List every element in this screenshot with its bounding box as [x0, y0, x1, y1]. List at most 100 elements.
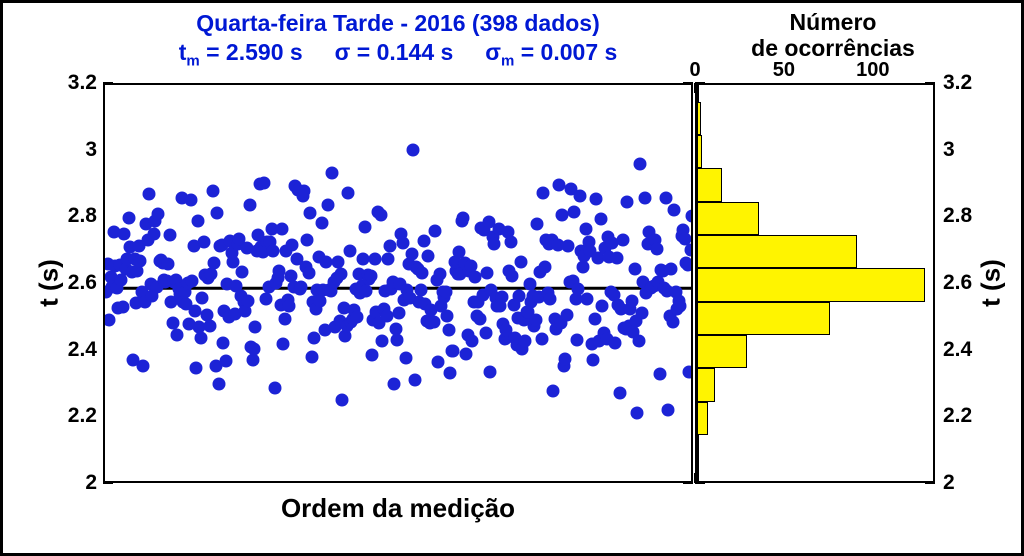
scatter-point: [203, 320, 216, 333]
scatter-point: [122, 212, 135, 225]
histogram-bar: [697, 102, 701, 135]
scatter-point: [457, 212, 470, 225]
histogram-inner: [697, 85, 933, 481]
scatter-point: [258, 176, 271, 189]
scatter-point: [342, 186, 355, 199]
histogram-bar: [697, 268, 925, 301]
scatter-point: [304, 206, 317, 219]
scatter-point: [634, 158, 647, 171]
ytick-left: 2: [37, 471, 97, 495]
scatter-point: [684, 243, 691, 256]
scatter-point: [514, 256, 527, 269]
ytick-right: 3: [943, 138, 1003, 162]
ylabel-right: t (s): [976, 259, 1007, 307]
scatter-point: [321, 199, 334, 212]
scatter-point: [212, 377, 225, 390]
scatter-point: [681, 258, 691, 271]
scatter-point: [531, 217, 544, 230]
scatter-point: [659, 191, 672, 204]
ytick-left: 2.4: [37, 338, 97, 362]
title-line-1: Quarta-feira Tarde - 2016 (398 dados): [103, 9, 693, 38]
ytick-left: 2.8: [37, 204, 97, 228]
scatter-point: [632, 335, 645, 348]
scatter-point: [610, 252, 623, 265]
scatter-point: [388, 377, 401, 390]
scatter-title: Quarta-feira Tarde - 2016 (398 dados) tm…: [103, 9, 693, 71]
scatter-point: [392, 307, 405, 320]
scatter-point: [360, 285, 373, 298]
scatter-point: [653, 367, 666, 380]
scatter-point: [305, 351, 318, 364]
scatter-point: [137, 360, 150, 373]
scatter-point: [147, 227, 160, 240]
scatter-point: [242, 294, 255, 307]
scatter-point: [429, 224, 442, 237]
scatter-point: [635, 306, 648, 319]
scatter-point: [152, 207, 165, 220]
scatter-point: [588, 312, 601, 325]
histogram-bar: [697, 202, 759, 235]
scatter-point: [343, 244, 356, 257]
scatter-point: [171, 329, 184, 342]
histogram-title: Número de ocorrências: [703, 9, 963, 62]
scatter-point: [631, 407, 644, 420]
scatter-point: [243, 198, 256, 211]
scatter-point: [358, 221, 371, 234]
scatter-point: [134, 255, 147, 268]
histogram-plot: [695, 83, 935, 483]
ylabel-left: t (s): [33, 259, 64, 307]
scatter-point: [506, 269, 519, 282]
scatter-point: [568, 205, 581, 218]
scatter-point: [276, 222, 289, 235]
scatter-point: [579, 222, 592, 235]
scatter-point: [116, 301, 129, 314]
hist-title-line-1: Número: [790, 9, 877, 35]
scatter-point: [479, 326, 492, 339]
scatter-point: [259, 292, 272, 305]
scatter-point: [535, 332, 548, 345]
scatter-point: [416, 267, 429, 280]
scatter-point: [336, 393, 349, 406]
scatter-point: [405, 248, 418, 261]
scatter-point: [205, 267, 218, 280]
ytick-right: 2.4: [943, 338, 1003, 362]
scatter-point: [665, 262, 678, 275]
scatter-point: [268, 382, 281, 395]
scatter-point: [625, 295, 638, 308]
scatter-point: [194, 331, 207, 344]
title-line-2: tm = 2.590 s σ = 0.144 s σm = 0.007 s: [103, 38, 693, 71]
ytick-left: 3.2: [37, 71, 97, 95]
ytick-right: 3.2: [943, 71, 1003, 95]
scatter-point: [441, 310, 454, 323]
scatter-point: [473, 313, 486, 326]
scatter-point: [481, 267, 494, 280]
scatter-point: [483, 366, 496, 379]
scatter-point: [621, 195, 634, 208]
scatter-point: [417, 234, 430, 247]
histogram-bar: [697, 135, 702, 168]
hist-title-line-2: de ocorrências: [751, 35, 915, 61]
scatter-plot: [103, 83, 693, 483]
scatter-point: [286, 238, 299, 251]
scatter-point: [650, 242, 663, 255]
histogram-bar: [697, 302, 830, 335]
scatter-point: [537, 187, 550, 200]
scatter-point: [662, 403, 675, 416]
scatter-point: [368, 253, 381, 266]
scatter-point: [616, 233, 629, 246]
scatter-point: [277, 337, 290, 350]
scatter-point: [547, 384, 560, 397]
scatter-point: [495, 290, 508, 303]
scatter-point: [197, 235, 210, 248]
scatter-point: [105, 314, 116, 327]
scatter-point: [559, 353, 572, 366]
scatter-point: [504, 235, 517, 248]
scatter-point: [365, 348, 378, 361]
scatter-point: [609, 336, 622, 349]
scatter-point: [596, 299, 609, 312]
scatter-point: [219, 354, 232, 367]
scatter-point: [190, 362, 203, 375]
scatter-point: [301, 233, 314, 246]
scatter-point: [674, 300, 687, 313]
scatter-point: [399, 352, 412, 365]
